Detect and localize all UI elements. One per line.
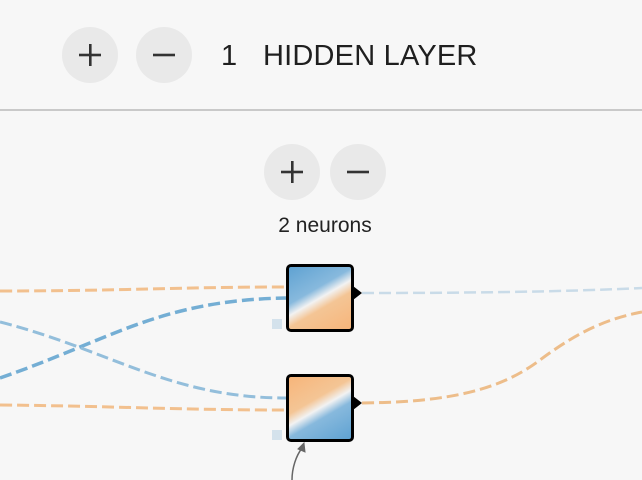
bias-link <box>291 447 303 480</box>
neuron-2[interactable] <box>286 374 354 442</box>
minus-icon <box>153 53 175 57</box>
add-neuron-button[interactable] <box>264 144 320 200</box>
header-divider <box>0 109 642 111</box>
neuron-1[interactable] <box>286 264 354 332</box>
link-in-2-to-node-1[interactable] <box>0 296 287 380</box>
link-in-1-to-node-1[interactable] <box>0 285 287 293</box>
bias-arrow-head <box>297 441 306 453</box>
neuron-1-output-arrow <box>353 286 362 300</box>
add-layer-button[interactable] <box>62 27 118 83</box>
link-node-2-to-output[interactable] <box>361 310 642 405</box>
remove-neuron-button[interactable] <box>330 144 386 200</box>
remove-layer-button[interactable] <box>136 27 192 83</box>
neuron-1-bias[interactable] <box>272 319 282 329</box>
link-node-1-to-output[interactable] <box>361 286 642 295</box>
neuron-2-output-arrow <box>353 396 362 410</box>
plus-icon <box>281 161 303 183</box>
link-in-3-to-node-2[interactable] <box>0 320 287 400</box>
minus-icon <box>347 170 369 174</box>
neuron-2-bias[interactable] <box>272 430 282 440</box>
neuron-count-label: 2 neurons <box>278 214 372 237</box>
hidden-layer-count: 1 <box>221 40 238 72</box>
link-in-4-to-node-2[interactable] <box>0 403 287 412</box>
plus-icon <box>79 44 101 66</box>
hidden-layer-label: HIDDEN LAYER <box>263 40 478 72</box>
